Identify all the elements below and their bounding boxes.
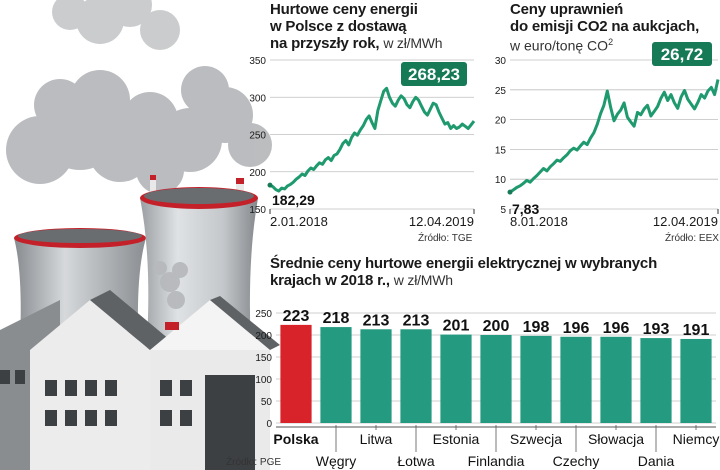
chart3-bar-value-label: 191 — [683, 322, 710, 339]
chart1-ytick-label: 150 — [249, 205, 266, 216]
chart2-source: Źródło: EEX — [665, 233, 719, 244]
chart2-ytick-label: 25 — [495, 86, 507, 97]
smoke-clouds — [6, 66, 272, 194]
chart1-end-value-badge — [401, 62, 467, 86]
chart3-bar — [480, 335, 512, 423]
factory-building — [0, 290, 280, 470]
chart1-ytick-label: 200 — [249, 168, 266, 179]
chart1-x-start-label: 2.01.2018 — [270, 214, 328, 229]
chart2-x-end-label: 12.04.2019 — [653, 214, 718, 229]
chart1-ytick-label: 300 — [249, 93, 266, 104]
chart3-category-label: Czechy — [553, 453, 600, 469]
chart1-start-value-label: 182,29 — [272, 192, 315, 208]
chart3-bar — [440, 334, 472, 423]
chart2-ytick-label: 5 — [500, 205, 506, 216]
chart3-category-label: Szwecja — [510, 431, 562, 447]
chart2-start-point — [507, 189, 513, 195]
chart2-x-start-label: 8.01.2018 — [510, 214, 568, 229]
chart3-bar-value-label: 200 — [483, 318, 510, 335]
chart2-series-line — [509, 79, 720, 194]
chart3-ytick-label: 0 — [266, 419, 272, 430]
chart3-bar — [600, 336, 632, 423]
chart1-unit: w zł/MWh — [383, 35, 443, 51]
chart3-category-label: Łotwa — [397, 453, 435, 469]
chart2-start-value-label: 7,83 — [512, 201, 539, 217]
chart1-x-end-label: 12.04.2019 — [409, 214, 474, 229]
chart2-ytick-label: 20 — [495, 116, 507, 127]
chart2-ytick-label: 10 — [495, 175, 507, 186]
chart2-end-value-badge — [652, 42, 712, 66]
chart3-category-label: Polska — [273, 431, 318, 447]
chart3-bar-value-label: 213 — [403, 312, 430, 329]
chart3-category-label: Finlandia — [468, 453, 525, 469]
chart3-ytick-label: 250 — [255, 309, 272, 320]
chart3-unit: w zł/MWh — [393, 272, 453, 288]
chart2-end-value-label: 26,72 — [661, 45, 704, 64]
chart3-category-label: Węgry — [316, 453, 356, 469]
chart3-bar-value-label: 218 — [323, 310, 350, 327]
chart3-bar — [520, 335, 552, 423]
chart3-category-label: Estonia — [433, 431, 480, 447]
chart2-unit: w euro/tonę CO2 — [510, 37, 614, 54]
chart3-bar-value-label: 198 — [523, 319, 550, 336]
chart3-bar-value-label: 196 — [563, 320, 590, 337]
chart3-bar — [280, 324, 312, 423]
chart3-bar-value-label: 213 — [363, 312, 390, 329]
chart3-title: Średnie ceny hurtowe energii elektryczne… — [270, 255, 658, 289]
chart3-category-label: Dania — [638, 453, 675, 469]
chart1-series-line — [269, 86, 476, 193]
chart3-bar — [640, 338, 672, 423]
chart1-ytick-label: 350 — [249, 56, 266, 67]
chart3-bar-value-label: 196 — [603, 320, 630, 337]
chart1-end-value-label: 268,23 — [408, 65, 460, 84]
chart3-bar — [560, 336, 592, 423]
chart2-title: Ceny uprawnień do emisji CO2 na aukcjach… — [510, 1, 700, 35]
chart3-category-label: Niemcy — [673, 431, 720, 447]
chart1-ytick-label: 250 — [249, 131, 266, 142]
chart3-bar — [680, 338, 712, 423]
chart3-bar-value-label: 201 — [443, 318, 470, 335]
chart3-ytick-label: 150 — [255, 353, 272, 364]
chart3-bar — [360, 329, 392, 423]
chart2-ytick-label: 30 — [495, 56, 507, 67]
chart3-ytick-label: 100 — [255, 375, 272, 386]
chart3-ytick-label: 50 — [261, 397, 273, 408]
chart3-category-label: Słowacja — [588, 431, 644, 447]
chart1-source: Źródło: TGE — [418, 233, 473, 244]
chart3-bar-value-label: 223 — [283, 308, 310, 325]
chart1-title: Hurtowe ceny energii w Polsce z dostawą … — [270, 1, 443, 52]
chart3-category-label: Litwa — [360, 431, 393, 447]
chart3-bar-value-label: 193 — [643, 321, 670, 338]
chart3-source: Źródło: PGE — [226, 457, 282, 468]
chart3-bar — [400, 329, 432, 423]
chart2-ytick-label: 15 — [495, 145, 507, 156]
chart3-bar — [320, 327, 352, 423]
chart3-ytick-label: 200 — [255, 331, 272, 342]
chart1-start-point — [267, 182, 273, 188]
